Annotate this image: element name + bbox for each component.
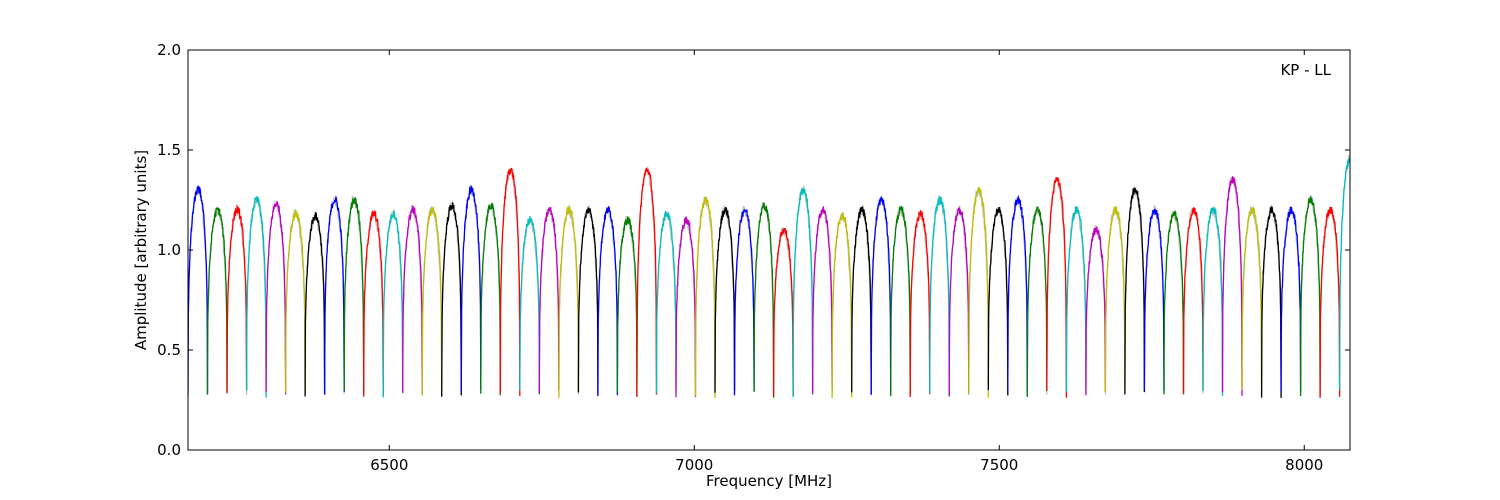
channel-trace: [1280, 206, 1302, 393]
channel-trace: [968, 186, 989, 398]
channel-trace: [265, 200, 287, 395]
x-tick-label: 7500: [980, 456, 1018, 474]
y-tick-label: 1.5: [157, 141, 181, 159]
x-tick-label: 6500: [370, 456, 408, 474]
x-axis: 6500 7000 7500 8000: [370, 50, 1323, 474]
channel-trace: [811, 206, 833, 395]
channel-trace: [1260, 205, 1282, 398]
channel-trace: [1319, 206, 1341, 398]
channel-trace: [1359, 127, 1379, 395]
channel-trace: [1007, 194, 1028, 396]
x-axis-title: Frequency [MHz]: [706, 472, 832, 490]
channel-trace: [1221, 176, 1243, 396]
channel-trace: [402, 204, 423, 395]
channel-trace: [792, 187, 814, 398]
channel-trace: [245, 196, 267, 398]
channel-trace: [382, 210, 404, 398]
channel-trace: [831, 212, 853, 399]
channel-trace: [1124, 187, 1146, 395]
channel-trace: [480, 202, 501, 396]
channel-trace: [499, 167, 521, 397]
channel-trace: [1104, 206, 1126, 393]
channel-trace: [1379, 127, 1399, 397]
channel-trace: [1299, 195, 1321, 397]
channel-trace: [226, 203, 248, 394]
plot-background: [188, 50, 1350, 450]
x-tick-label: 8000: [1285, 456, 1323, 474]
channel-trace: [733, 208, 755, 396]
channel-trace: [870, 196, 892, 395]
channel-trace: [948, 207, 970, 397]
chart-annotation: KP - LL: [1280, 61, 1331, 79]
channel-trace: [519, 215, 540, 395]
channel-trace: [1046, 176, 1068, 398]
channel-trace: [772, 227, 794, 397]
channel-trace: [1026, 206, 1048, 398]
channel-trace: [363, 209, 384, 397]
channel-trace: [577, 207, 599, 396]
channel-trace: [987, 207, 1009, 396]
x-tick-label: 7000: [675, 456, 713, 474]
y-tick-label: 1.0: [157, 241, 181, 259]
channel-trace: [929, 196, 950, 397]
y-tick-label: 0.5: [157, 341, 181, 359]
channel-trace: [753, 202, 775, 398]
channel-trace: [1163, 210, 1185, 395]
y-tick-label: 2.0: [157, 41, 181, 59]
channel-trace: [597, 206, 619, 397]
channel-trace: [616, 216, 638, 398]
channel-trace: [1202, 207, 1224, 396]
y-axis: 0.0 0.5 1.0 1.5 2.0: [157, 41, 1350, 459]
channel-trace: [558, 205, 580, 398]
channel-trace: [851, 205, 872, 395]
channel-trace: [188, 184, 209, 396]
channel-trace: [1241, 206, 1263, 391]
channel-trace: [284, 209, 306, 395]
channel-trace: [343, 197, 365, 394]
channel-trace: [675, 216, 697, 398]
channel-trace: [538, 206, 560, 394]
channel-trace: [655, 210, 677, 394]
channel-trace: [1338, 156, 1350, 391]
spectrum-traces: [188, 127, 1399, 399]
channel-trace: [1182, 207, 1204, 394]
channel-trace: [694, 196, 716, 398]
channel-trace: [1085, 226, 1107, 396]
y-axis-title: Amplitude [arbitrary units]: [132, 150, 150, 350]
channel-trace: [890, 205, 911, 397]
channel-trace: [636, 168, 658, 397]
channel-trace: [206, 207, 228, 394]
y-tick-label: 0.0: [157, 441, 181, 459]
channel-trace: [441, 202, 462, 397]
channel-trace: [909, 210, 931, 398]
channel-trace: [421, 205, 443, 396]
channel-trace: [304, 211, 326, 397]
channel-trace: [1065, 206, 1087, 393]
channel-trace: [460, 185, 482, 392]
channel-trace: [1143, 208, 1165, 391]
channel-trace: [323, 195, 345, 395]
channel-trace: [714, 206, 736, 393]
